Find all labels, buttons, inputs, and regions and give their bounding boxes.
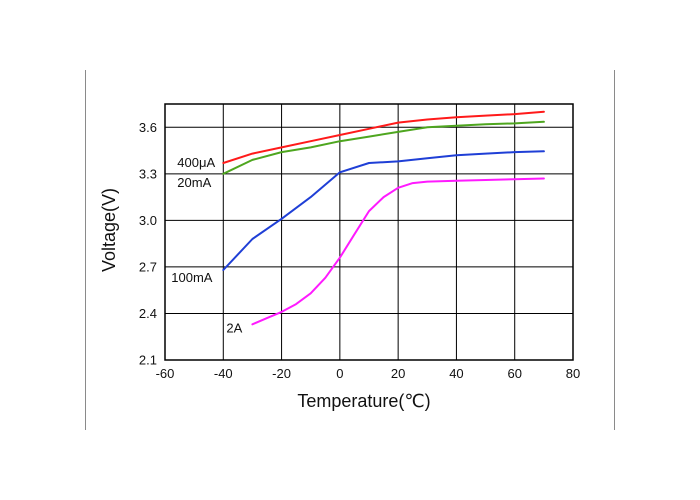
y-axis-title: Voltage(V): [99, 188, 119, 272]
y-tick-label: 2.4: [139, 306, 157, 321]
left-frame-line: [85, 70, 86, 430]
x-tick-label: -20: [272, 366, 291, 381]
x-axis-title: Temperature(℃): [297, 391, 430, 411]
series-line-3: [251, 177, 545, 326]
series-line-2: [222, 150, 545, 271]
tick-layer: -60 -40 -20 0 20 40 60 80 2.1 2.4 2.7 3.0 3.3 3.6: [139, 120, 580, 381]
y-tick-label: 3.6: [139, 120, 157, 135]
series-label-1: 20mA: [177, 175, 211, 190]
series-label-3: 2A: [226, 320, 242, 335]
x-tick-label: 40: [449, 366, 463, 381]
x-tick-label: 0: [336, 366, 343, 381]
series-label-0: 400μA: [177, 155, 215, 170]
x-tick-label: -40: [214, 366, 233, 381]
x-tick-label: 60: [507, 366, 521, 381]
y-tick-label: 3.3: [139, 166, 157, 181]
plot-area: [164, 103, 574, 361]
x-tick-label: 80: [566, 366, 580, 381]
series-line-1: [222, 120, 545, 175]
series-line-0: [222, 110, 545, 164]
right-frame-line: [614, 70, 615, 430]
series-layer: [222, 110, 545, 326]
y-tick-label: 3.0: [139, 213, 157, 228]
x-tick-label: -60: [156, 366, 175, 381]
series-label-layer: 400μA 20mA 100mA 2A: [171, 155, 242, 335]
grid-layer: [165, 104, 573, 360]
x-tick-label: 20: [391, 366, 405, 381]
y-tick-label: 2.1: [139, 353, 157, 368]
series-label-2: 100mA: [171, 270, 213, 285]
y-tick-label: 2.7: [139, 259, 157, 274]
